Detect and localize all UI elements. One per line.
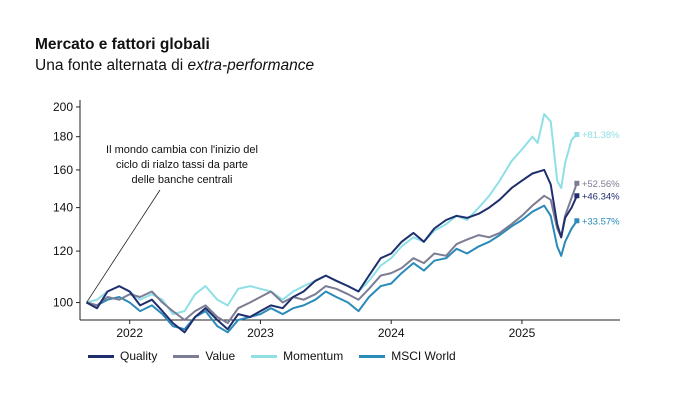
y-tick-label: 120 — [53, 244, 73, 258]
legend-item-msci-world: MSCI World — [359, 349, 456, 363]
legend-item-momentum: Momentum — [251, 349, 343, 363]
legend-swatch — [88, 354, 114, 358]
y-tick-label: 180 — [53, 130, 73, 144]
subtitle-text: Una fonte alternata di — [35, 57, 188, 74]
chart-title: Mercato e fattori globali — [35, 36, 210, 53]
y-tick-label: 160 — [53, 163, 73, 177]
y-tick-label: 200 — [53, 100, 73, 114]
end-label-value: +52.56% — [582, 179, 620, 190]
series-line-msci-world — [86, 204, 578, 334]
x-tick-label: 2025 — [509, 326, 536, 340]
annotation-text-line: Il mondo cambia con l'inizio del — [106, 144, 258, 156]
legend-swatch — [173, 354, 200, 358]
legend-label: MSCI World — [391, 349, 456, 363]
legend-label: Quality — [120, 349, 158, 363]
legend-swatch — [251, 354, 278, 358]
series-line-value — [86, 182, 578, 324]
end-marker-msci-world — [574, 218, 580, 224]
legend-label: Momentum — [283, 349, 344, 363]
end-marker-value — [574, 180, 580, 186]
annotation-leader-line — [86, 189, 161, 303]
annotation-text-line: delle banche centrali — [132, 174, 233, 186]
y-tick-label: 140 — [53, 201, 73, 215]
end-label-momentum: +81.38% — [582, 130, 620, 141]
end-marker-momentum — [574, 132, 580, 138]
legend-item-value: Value — [173, 349, 235, 363]
end-label-msci-world: +33.57% — [582, 216, 620, 227]
x-tick-label: 2022 — [116, 326, 143, 340]
legend-item-quality: Quality — [88, 349, 157, 363]
x-tick-label: 2023 — [247, 326, 274, 340]
end-marker-quality — [574, 193, 580, 199]
end-label-quality: +46.34% — [582, 191, 620, 202]
legend-swatch — [359, 354, 386, 358]
subtitle-emphasis: extra-performance — [187, 57, 315, 74]
y-tick-label: 100 — [53, 296, 73, 310]
annotation-text-line: ciclo di rialzo tassi da parte — [116, 159, 248, 171]
series-line-quality — [86, 168, 578, 334]
x-tick-label: 2024 — [378, 326, 405, 340]
legend-label: Value — [205, 349, 236, 363]
chart-legend: Quality Value Momentum MSCI World — [88, 349, 472, 363]
chart-subtitle: Una fonte alternata di extra-performance — [35, 57, 314, 75]
